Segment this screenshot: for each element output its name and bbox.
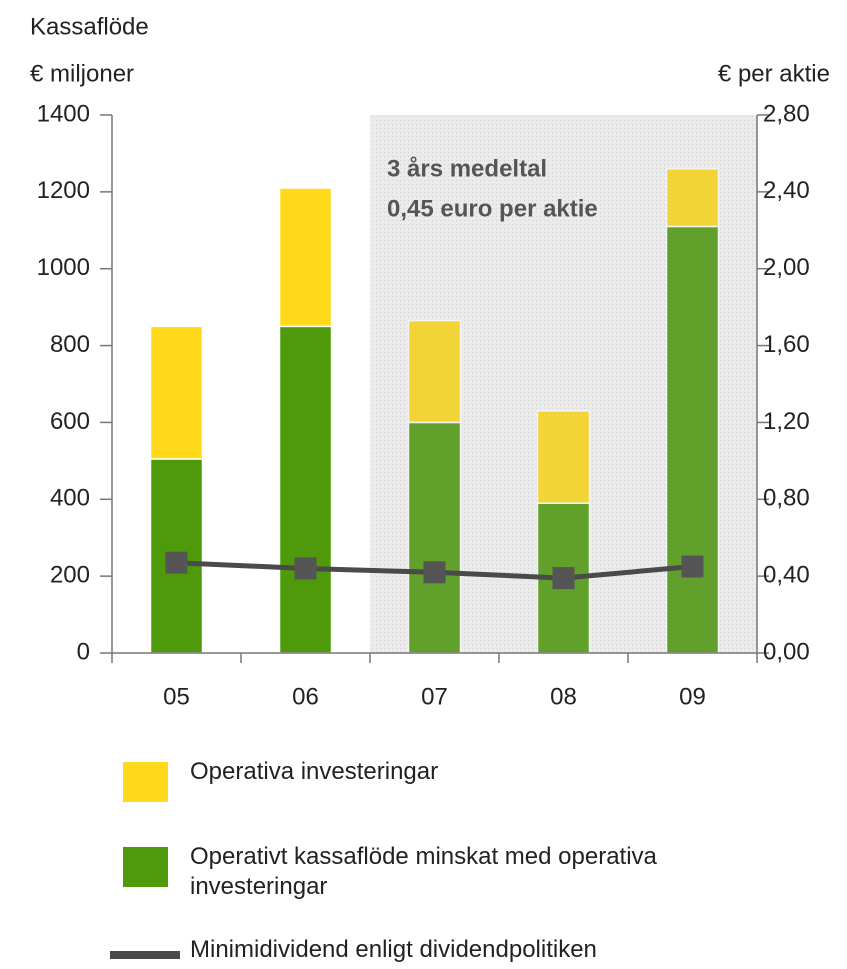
- legend-label: Operativa investeringar: [190, 758, 439, 785]
- bar-segment: [278, 187, 333, 328]
- annotation: 0,45 euro per aktie: [387, 195, 598, 222]
- x-tick-label: 09: [679, 683, 706, 710]
- annotation: 3 års medeltal: [387, 155, 547, 182]
- y2-tick-label: 2,00: [763, 254, 810, 281]
- line-marker: [423, 561, 446, 584]
- bar-segment: [665, 168, 720, 228]
- bar-segment: [278, 325, 333, 654]
- y2-tick-label: 0,80: [763, 485, 810, 512]
- bar-segment: [536, 410, 591, 504]
- x-tick-label: 06: [292, 683, 319, 710]
- x-tick-label: 07: [421, 683, 448, 710]
- y-tick-label: 800: [50, 331, 90, 358]
- legend-swatch: [123, 762, 168, 802]
- y-tick-label: 0: [77, 638, 90, 665]
- y-tick-label: 200: [50, 561, 90, 588]
- y-tick-label: 1200: [37, 177, 90, 204]
- y2-tick-label: 0,40: [763, 561, 810, 588]
- y2-tick-label: 1,60: [763, 331, 810, 358]
- y-tick-label: 600: [50, 408, 90, 435]
- y-tick-label: 1000: [37, 254, 90, 281]
- y2-axis-label: € per aktie: [718, 60, 830, 87]
- y2-tick-label: 0,00: [763, 638, 810, 665]
- legend-swatch: [123, 847, 168, 887]
- line-marker: [165, 551, 188, 574]
- bar-segment: [149, 325, 204, 460]
- y2-tick-label: 2,80: [763, 100, 810, 127]
- line-marker: [294, 557, 317, 580]
- legend-label: Operativt kassaflöde minskat med operati…: [190, 843, 657, 900]
- y-tick-label: 400: [50, 485, 90, 512]
- y-axis-label: € miljoner: [30, 60, 134, 87]
- line-marker: [681, 555, 704, 578]
- legend-label: Minimidividend enligt dividendpolitiken: [190, 936, 597, 963]
- line-marker: [552, 567, 575, 590]
- y-tick-label: 1400: [37, 100, 90, 127]
- y2-tick-label: 2,40: [763, 177, 810, 204]
- chart-title: Kassaflöde: [30, 13, 149, 40]
- x-tick-label: 05: [163, 683, 190, 710]
- y2-tick-label: 1,20: [763, 408, 810, 435]
- x-tick-label: 08: [550, 683, 577, 710]
- bar-segment: [407, 319, 462, 424]
